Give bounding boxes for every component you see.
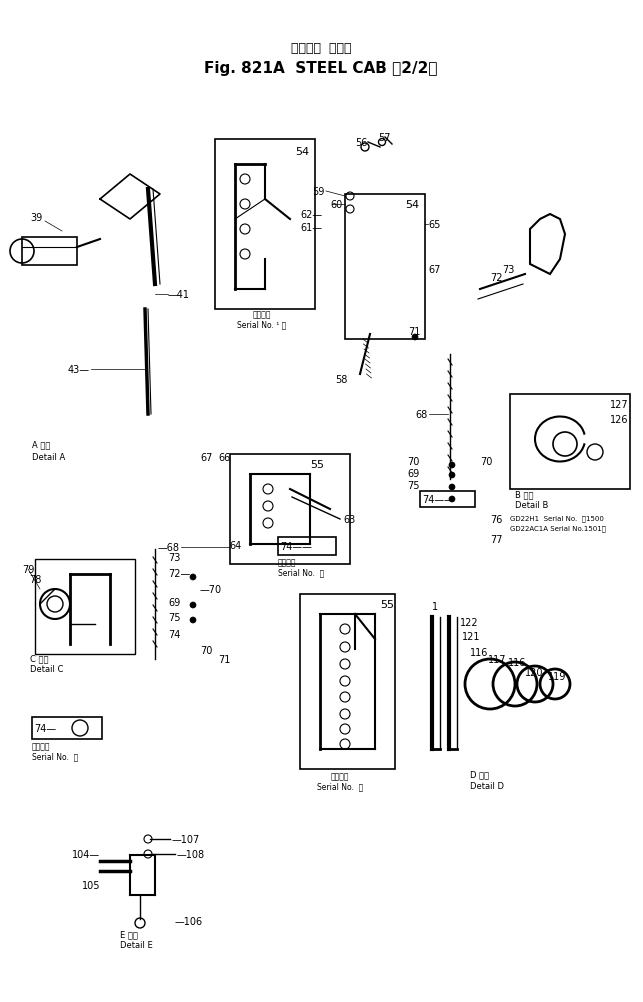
Text: D 詳細: D 詳細 <box>470 770 489 779</box>
Text: 適用号等: 適用号等 <box>32 741 51 750</box>
Text: 65: 65 <box>428 219 440 229</box>
Text: Serial No.  ～: Serial No. ～ <box>317 782 363 791</box>
Text: 64: 64 <box>230 540 242 550</box>
Circle shape <box>449 497 455 502</box>
Text: 69: 69 <box>168 597 180 607</box>
Text: 122: 122 <box>460 617 478 627</box>
Text: 適用号等: 適用号等 <box>331 772 349 781</box>
Text: 70: 70 <box>408 457 420 467</box>
Text: 76: 76 <box>490 514 502 524</box>
Text: 78: 78 <box>30 574 42 584</box>
Text: 適用号等: 適用号等 <box>278 557 296 566</box>
Bar <box>35 559 135 654</box>
Text: 62—: 62— <box>300 209 322 219</box>
Text: 75: 75 <box>408 481 420 491</box>
Circle shape <box>449 485 455 491</box>
Text: C 詳細: C 詳細 <box>30 653 48 662</box>
Text: Serial No.  ～: Serial No. ～ <box>278 567 324 576</box>
Text: Detail E: Detail E <box>120 940 153 949</box>
Circle shape <box>412 335 418 341</box>
Text: 117: 117 <box>488 654 507 664</box>
Text: 126: 126 <box>610 415 628 425</box>
Bar <box>22 237 77 266</box>
Text: 71: 71 <box>218 654 230 664</box>
Text: スチール  キャブ: スチール キャブ <box>291 41 351 54</box>
Text: 56: 56 <box>355 138 367 148</box>
Text: 39: 39 <box>30 212 42 222</box>
Text: 適用号等: 適用号等 <box>253 310 271 319</box>
Bar <box>278 537 336 555</box>
Text: —107: —107 <box>172 835 200 844</box>
Text: 68: 68 <box>416 410 428 420</box>
Text: 67: 67 <box>200 453 212 463</box>
Bar <box>300 594 395 770</box>
Text: Detail C: Detail C <box>30 664 64 673</box>
Text: 60: 60 <box>330 199 342 209</box>
Text: A 詳細: A 詳細 <box>32 440 50 449</box>
Text: 54: 54 <box>405 199 419 209</box>
Text: 75: 75 <box>168 612 181 622</box>
Text: GD22H1  Serial No.  　1500: GD22H1 Serial No. 1500 <box>510 514 604 521</box>
Bar <box>420 492 475 507</box>
Text: —41: —41 <box>168 290 190 300</box>
Text: 67: 67 <box>428 265 440 275</box>
Bar <box>510 395 630 490</box>
Text: 119: 119 <box>548 671 566 681</box>
Text: 72—: 72— <box>168 568 190 578</box>
Text: —108: —108 <box>177 849 205 859</box>
Text: 121: 121 <box>462 631 480 641</box>
Text: 55: 55 <box>380 599 394 609</box>
Text: Detail A: Detail A <box>32 453 65 462</box>
Text: 1: 1 <box>432 601 438 611</box>
Text: —106: —106 <box>175 916 203 926</box>
Text: 127: 127 <box>610 400 629 410</box>
Circle shape <box>449 473 455 479</box>
Text: 71: 71 <box>408 327 421 337</box>
Text: 116: 116 <box>470 647 489 657</box>
Text: Serial No. ¹ ～: Serial No. ¹ ～ <box>237 320 287 329</box>
Text: Detail D: Detail D <box>470 782 504 791</box>
Text: E 詳細: E 詳細 <box>120 929 138 938</box>
Text: 73: 73 <box>502 265 514 275</box>
Text: GD22AC1A Serial No.1501～: GD22AC1A Serial No.1501～ <box>510 524 606 531</box>
Text: 55: 55 <box>310 460 324 470</box>
Text: 54: 54 <box>295 147 309 157</box>
Text: 74——: 74—— <box>422 495 454 504</box>
Text: 69: 69 <box>408 469 420 479</box>
Bar <box>230 455 350 564</box>
Text: 116: 116 <box>508 657 527 667</box>
Text: —70: —70 <box>200 584 222 594</box>
Text: 70: 70 <box>200 645 212 655</box>
Bar <box>215 140 315 310</box>
Text: 58: 58 <box>336 375 348 385</box>
Text: B 詳細: B 詳細 <box>515 490 534 499</box>
Text: 72: 72 <box>490 273 502 283</box>
Text: 79: 79 <box>22 564 34 574</box>
Text: 61—: 61— <box>300 222 322 232</box>
Text: 59: 59 <box>312 186 325 196</box>
Bar <box>345 194 425 340</box>
Circle shape <box>190 602 196 608</box>
Text: Fig. 821A  STEEL CAB （2/2）: Fig. 821A STEEL CAB （2/2） <box>204 60 438 75</box>
Text: Serial No.  ～: Serial No. ～ <box>32 752 78 761</box>
Circle shape <box>190 574 196 580</box>
Text: 105: 105 <box>82 880 100 890</box>
Text: 43—: 43— <box>68 365 90 375</box>
Text: 104—: 104— <box>72 849 100 859</box>
Text: 74——: 74—— <box>280 541 312 551</box>
Text: 57: 57 <box>378 133 390 143</box>
Text: 77: 77 <box>490 534 502 544</box>
Text: 74: 74 <box>168 629 181 639</box>
Text: 63: 63 <box>343 514 355 524</box>
Text: —68: —68 <box>158 542 180 552</box>
Bar <box>32 717 102 739</box>
Circle shape <box>449 463 455 469</box>
Text: Detail B: Detail B <box>515 501 548 509</box>
Text: 73: 73 <box>168 552 181 562</box>
Text: 120: 120 <box>525 667 543 677</box>
Circle shape <box>190 617 196 623</box>
Text: 66: 66 <box>218 453 230 463</box>
Text: 74—: 74— <box>34 723 56 733</box>
Text: 70: 70 <box>480 457 493 467</box>
